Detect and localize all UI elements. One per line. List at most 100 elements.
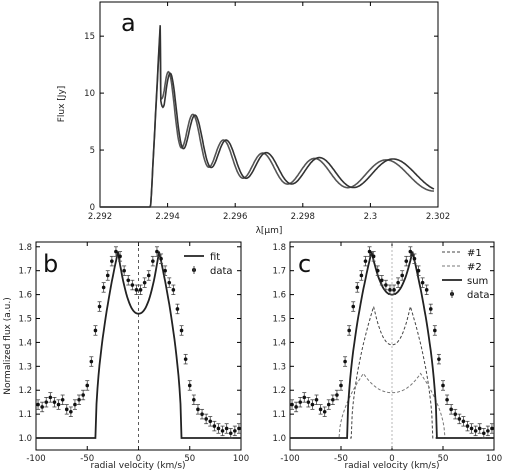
- y-tick-label: 0: [90, 203, 95, 213]
- y-tick-label: 1.5: [272, 315, 286, 325]
- y-tick-label: 10: [84, 89, 95, 99]
- x-tick-label: -100: [26, 454, 45, 464]
- data-point: [453, 412, 458, 416]
- panel-c-legend: #1 #2 sum data: [442, 248, 490, 301]
- data-point: [347, 328, 351, 333]
- data-point: [159, 256, 163, 261]
- data-point: [445, 397, 449, 402]
- data-point: [477, 426, 482, 431]
- data-point: [163, 268, 167, 273]
- x-tick-label: 50: [438, 454, 449, 464]
- y-tick-label: 5: [90, 146, 95, 156]
- data-point: [355, 285, 360, 290]
- y-tick-label: 1.0: [272, 434, 286, 444]
- x-tick-label: -50: [334, 454, 348, 464]
- data-point: [343, 359, 347, 364]
- data-point: [433, 328, 437, 333]
- data-point: [469, 426, 474, 431]
- data-point: [118, 254, 122, 259]
- y-tick-label: 1.4: [18, 338, 32, 348]
- data-point: [196, 407, 200, 412]
- data-point: [290, 402, 294, 407]
- series-model-line: [100, 28, 434, 208]
- x-tick-label: 2.296: [223, 212, 247, 222]
- data-point: [359, 273, 364, 278]
- data-point: [437, 357, 441, 361]
- y-tick-label: 1.1: [272, 410, 286, 420]
- panel-a: 2.292 2.294 2.296 2.298 2.3 2.302 0 5 10 15 a λ[μ…: [57, 1, 450, 236]
- panel-c-xlabel: radial velocity (km/s): [344, 461, 439, 471]
- data-point: [441, 383, 445, 388]
- data-point: [404, 259, 409, 263]
- data-point: [420, 280, 425, 285]
- data-point: [105, 273, 110, 278]
- data-point: [326, 402, 331, 407]
- panel-b-xlabel: radial velocity (km/s): [90, 461, 185, 471]
- data-point: [396, 280, 400, 285]
- data-point: [384, 283, 388, 287]
- data-point: [322, 409, 327, 414]
- panel-a-spectrum: [100, 25, 435, 208]
- panel-a-ticks: 2.292 2.294 2.296 2.298 2.3 2.302 0 5 10 15: [84, 2, 450, 222]
- data-point: [89, 359, 94, 364]
- data-point: [77, 397, 81, 402]
- y-tick-label: 1.8: [272, 243, 286, 253]
- data-point: [363, 259, 368, 263]
- x-tick-label: 2.3: [364, 212, 378, 222]
- data-point: [375, 268, 380, 273]
- data-point: [69, 409, 73, 414]
- data-point: [81, 393, 85, 397]
- data-point: [48, 395, 53, 400]
- legend-label: #2: [467, 262, 482, 273]
- panel-a-letter: a: [121, 9, 136, 37]
- x-tick-label: 2.298: [291, 212, 315, 222]
- data-point: [204, 417, 208, 421]
- data-point: [371, 254, 376, 259]
- data-point: [294, 405, 298, 409]
- panel-a-ylabel: Flux [Jy]: [57, 86, 67, 123]
- data-point: [490, 426, 494, 431]
- data-point: [97, 304, 102, 309]
- data-point: [380, 278, 384, 283]
- data-point: [335, 393, 339, 397]
- data-point: [44, 400, 49, 404]
- data-point: [40, 405, 44, 409]
- data-point: [56, 402, 61, 407]
- y-tick-label: 1.0: [18, 434, 32, 444]
- data-point: [200, 412, 204, 416]
- panel-b-legend: fit data: [184, 252, 233, 277]
- data-point: [151, 259, 155, 263]
- data-point: [486, 429, 490, 433]
- data-point: [400, 273, 405, 278]
- data-point: [392, 288, 396, 292]
- data-point: [224, 426, 229, 431]
- series-data-line: [100, 25, 435, 208]
- data-point: [134, 288, 139, 292]
- data-point: [114, 249, 118, 254]
- legend-label: #1: [467, 248, 482, 259]
- data-point: [187, 383, 192, 388]
- y-tick-label: 1.1: [18, 410, 32, 420]
- data-point: [142, 280, 147, 285]
- data-point: [192, 397, 196, 402]
- data-point: [424, 288, 429, 292]
- data-point: [208, 419, 213, 424]
- sum-line: [290, 251, 494, 439]
- y-tick-label: 1.2: [18, 386, 32, 396]
- x-tick-label: 2.294: [155, 212, 179, 222]
- data-point: [85, 383, 90, 388]
- data-point: [155, 249, 159, 254]
- panel-b-plot: [36, 242, 241, 450]
- y-tick-label: 1.7: [18, 267, 32, 277]
- data-point: [473, 429, 478, 433]
- data-point: [179, 328, 184, 333]
- data-point: [130, 283, 135, 287]
- data-point: [457, 417, 462, 421]
- panel-b-ticks: -100 -50 0 50 100 1.0 1.1 1.2 1.3 1.4 1.5 1.6 1.7 1.8: [18, 242, 249, 464]
- data-point: [408, 249, 413, 254]
- panel-b-ylabel: Normalized flux (a.u.): [3, 297, 13, 394]
- panel-a-xlabel: λ[μm]: [256, 226, 283, 236]
- data-point: [428, 307, 433, 311]
- data-point: [461, 419, 466, 424]
